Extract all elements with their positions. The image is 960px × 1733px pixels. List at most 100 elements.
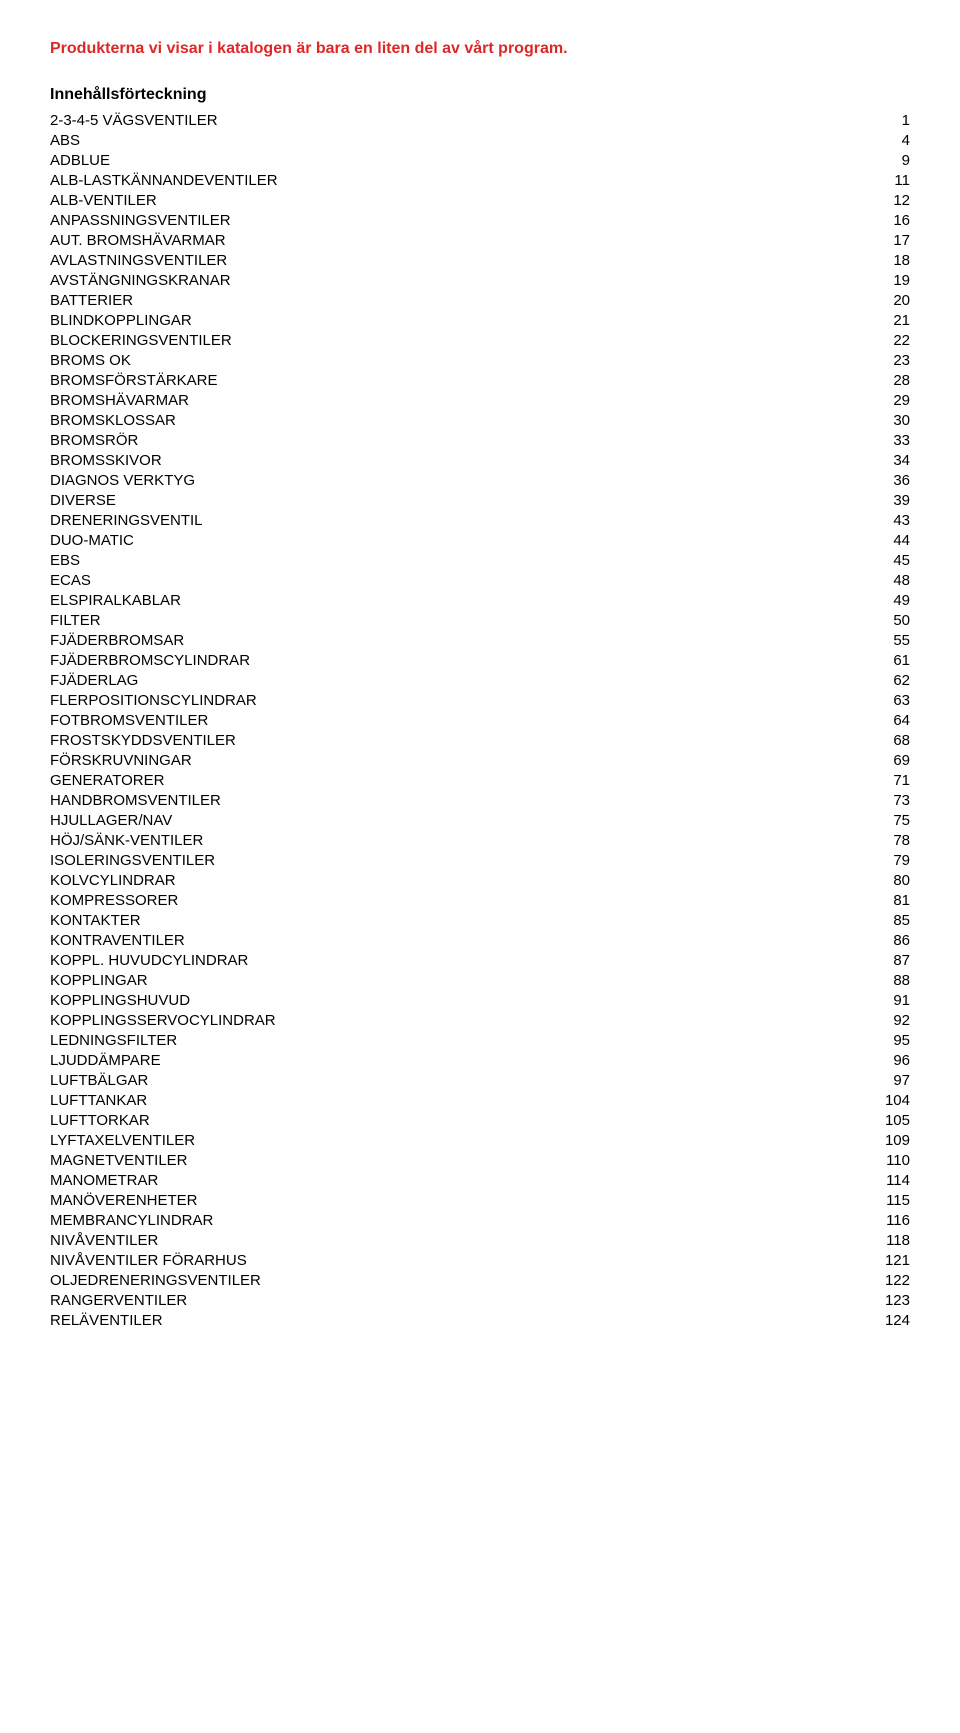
- toc-row: FROSTSKYDDSVENTILER68: [50, 730, 910, 750]
- toc-row: BROMSFÖRSTÄRKARE28: [50, 370, 910, 390]
- toc-entry-label: MANOMETRAR: [50, 1170, 278, 1190]
- toc-entry-label: DIAGNOS VERKTYG: [50, 470, 278, 490]
- toc-row: RELÄVENTILER124: [50, 1310, 910, 1330]
- toc-entry-page: 30: [278, 410, 910, 430]
- toc-row: FÖRSKRUVNINGAR69: [50, 750, 910, 770]
- toc-entry-page: 109: [278, 1130, 910, 1150]
- toc-entry-label: EBS: [50, 550, 278, 570]
- toc-row: BATTERIER20: [50, 290, 910, 310]
- toc-table: 2-3-4-5 VÄGSVENTILER1ABS4ADBLUE9ALB-LAST…: [50, 110, 910, 1330]
- toc-entry-page: 68: [278, 730, 910, 750]
- toc-entry-page: 95: [278, 1030, 910, 1050]
- toc-entry-page: 105: [278, 1110, 910, 1130]
- toc-entry-page: 79: [278, 850, 910, 870]
- toc-entry-page: 43: [278, 510, 910, 530]
- toc-entry-page: 45: [278, 550, 910, 570]
- toc-entry-page: 4: [278, 130, 910, 150]
- toc-row: ADBLUE9: [50, 150, 910, 170]
- toc-row: GENERATORER71: [50, 770, 910, 790]
- toc-entry-page: 63: [278, 690, 910, 710]
- toc-entry-label: DUO-MATIC: [50, 530, 278, 550]
- toc-row: 2-3-4-5 VÄGSVENTILER1: [50, 110, 910, 130]
- toc-row: MEMBRANCYLINDRAR116: [50, 1210, 910, 1230]
- toc-entry-label: KOLVCYLINDRAR: [50, 870, 278, 890]
- toc-entry-label: MANÖVERENHETER: [50, 1190, 278, 1210]
- toc-entry-label: BROMSKLOSSAR: [50, 410, 278, 430]
- toc-row: BROMS OK23: [50, 350, 910, 370]
- toc-entry-page: 123: [278, 1290, 910, 1310]
- toc-entry-page: 21: [278, 310, 910, 330]
- toc-row: DIAGNOS VERKTYG36: [50, 470, 910, 490]
- toc-row: KONTRAVENTILER86: [50, 930, 910, 950]
- toc-entry-page: 96: [278, 1050, 910, 1070]
- toc-entry-label: ADBLUE: [50, 150, 278, 170]
- toc-entry-label: LUFTBÄLGAR: [50, 1070, 278, 1090]
- toc-row: HANDBROMSVENTILER73: [50, 790, 910, 810]
- toc-row: LUFTBÄLGAR97: [50, 1070, 910, 1090]
- toc-row: KOLVCYLINDRAR80: [50, 870, 910, 890]
- toc-entry-label: ELSPIRALKABLAR: [50, 590, 278, 610]
- toc-entry-page: 104: [278, 1090, 910, 1110]
- toc-entry-page: 49: [278, 590, 910, 610]
- toc-row: LJUDDÄMPARE96: [50, 1050, 910, 1070]
- toc-entry-page: 11: [278, 170, 910, 190]
- toc-entry-page: 80: [278, 870, 910, 890]
- toc-entry-label: BROMSFÖRSTÄRKARE: [50, 370, 278, 390]
- toc-row: MANÖVERENHETER115: [50, 1190, 910, 1210]
- toc-row: NIVÅVENTILER118: [50, 1230, 910, 1250]
- toc-entry-page: 17: [278, 230, 910, 250]
- toc-row: OLJEDRENERINGSVENTILER122: [50, 1270, 910, 1290]
- toc-entry-page: 48: [278, 570, 910, 590]
- toc-entry-label: KOPPLINGSHUVUD: [50, 990, 278, 1010]
- toc-entry-label: KONTAKTER: [50, 910, 278, 930]
- toc-entry-label: KOPPL. HUVUDCYLINDRAR: [50, 950, 278, 970]
- toc-entry-page: 75: [278, 810, 910, 830]
- toc-entry-page: 85: [278, 910, 910, 930]
- toc-row: KOPPL. HUVUDCYLINDRAR87: [50, 950, 910, 970]
- toc-entry-label: ALB-VENTILER: [50, 190, 278, 210]
- toc-entry-label: OLJEDRENERINGSVENTILER: [50, 1270, 278, 1290]
- toc-entry-label: FOTBROMSVENTILER: [50, 710, 278, 730]
- toc-entry-label: LJUDDÄMPARE: [50, 1050, 278, 1070]
- toc-entry-page: 97: [278, 1070, 910, 1090]
- toc-entry-page: 9: [278, 150, 910, 170]
- toc-row: FJÄDERBROMSAR55: [50, 630, 910, 650]
- toc-row: LUFTTORKAR105: [50, 1110, 910, 1130]
- toc-entry-page: 118: [278, 1230, 910, 1250]
- toc-entry-page: 121: [278, 1250, 910, 1270]
- toc-entry-label: ISOLERINGSVENTILER: [50, 850, 278, 870]
- toc-row: KOPPLINGAR88: [50, 970, 910, 990]
- toc-entry-label: ANPASSNINGSVENTILER: [50, 210, 278, 230]
- toc-entry-page: 29: [278, 390, 910, 410]
- toc-entry-page: 23: [278, 350, 910, 370]
- toc-entry-label: LUFTTANKAR: [50, 1090, 278, 1110]
- toc-row: DRENERINGSVENTIL43: [50, 510, 910, 530]
- toc-row: ISOLERINGSVENTILER79: [50, 850, 910, 870]
- toc-entry-page: 62: [278, 670, 910, 690]
- toc-entry-page: 12: [278, 190, 910, 210]
- toc-row: ALB-VENTILER12: [50, 190, 910, 210]
- toc-entry-label: AUT. BROMSHÄVARMAR: [50, 230, 278, 250]
- toc-entry-label: MAGNETVENTILER: [50, 1150, 278, 1170]
- toc-entry-page: 116: [278, 1210, 910, 1230]
- toc-entry-page: 34: [278, 450, 910, 470]
- toc-entry-label: FROSTSKYDDSVENTILER: [50, 730, 278, 750]
- toc-entry-page: 28: [278, 370, 910, 390]
- toc-row: DIVERSE39: [50, 490, 910, 510]
- toc-entry-label: MEMBRANCYLINDRAR: [50, 1210, 278, 1230]
- toc-row: KONTAKTER85: [50, 910, 910, 930]
- toc-entry-label: RANGERVENTILER: [50, 1290, 278, 1310]
- toc-entry-page: 71: [278, 770, 910, 790]
- toc-row: AVLASTNINGSVENTILER18: [50, 250, 910, 270]
- toc-row: ECAS48: [50, 570, 910, 590]
- toc-entry-page: 16: [278, 210, 910, 230]
- toc-entry-label: FLERPOSITIONSCYLINDRAR: [50, 690, 278, 710]
- toc-entry-page: 18: [278, 250, 910, 270]
- toc-entry-label: KONTRAVENTILER: [50, 930, 278, 950]
- toc-entry-page: 124: [278, 1310, 910, 1330]
- toc-entry-label: BATTERIER: [50, 290, 278, 310]
- toc-entry-label: GENERATORER: [50, 770, 278, 790]
- toc-entry-label: DRENERINGSVENTIL: [50, 510, 278, 530]
- intro-text: Produkterna vi visar i katalogen är bara…: [50, 40, 910, 58]
- toc-entry-label: BROMSHÄVARMAR: [50, 390, 278, 410]
